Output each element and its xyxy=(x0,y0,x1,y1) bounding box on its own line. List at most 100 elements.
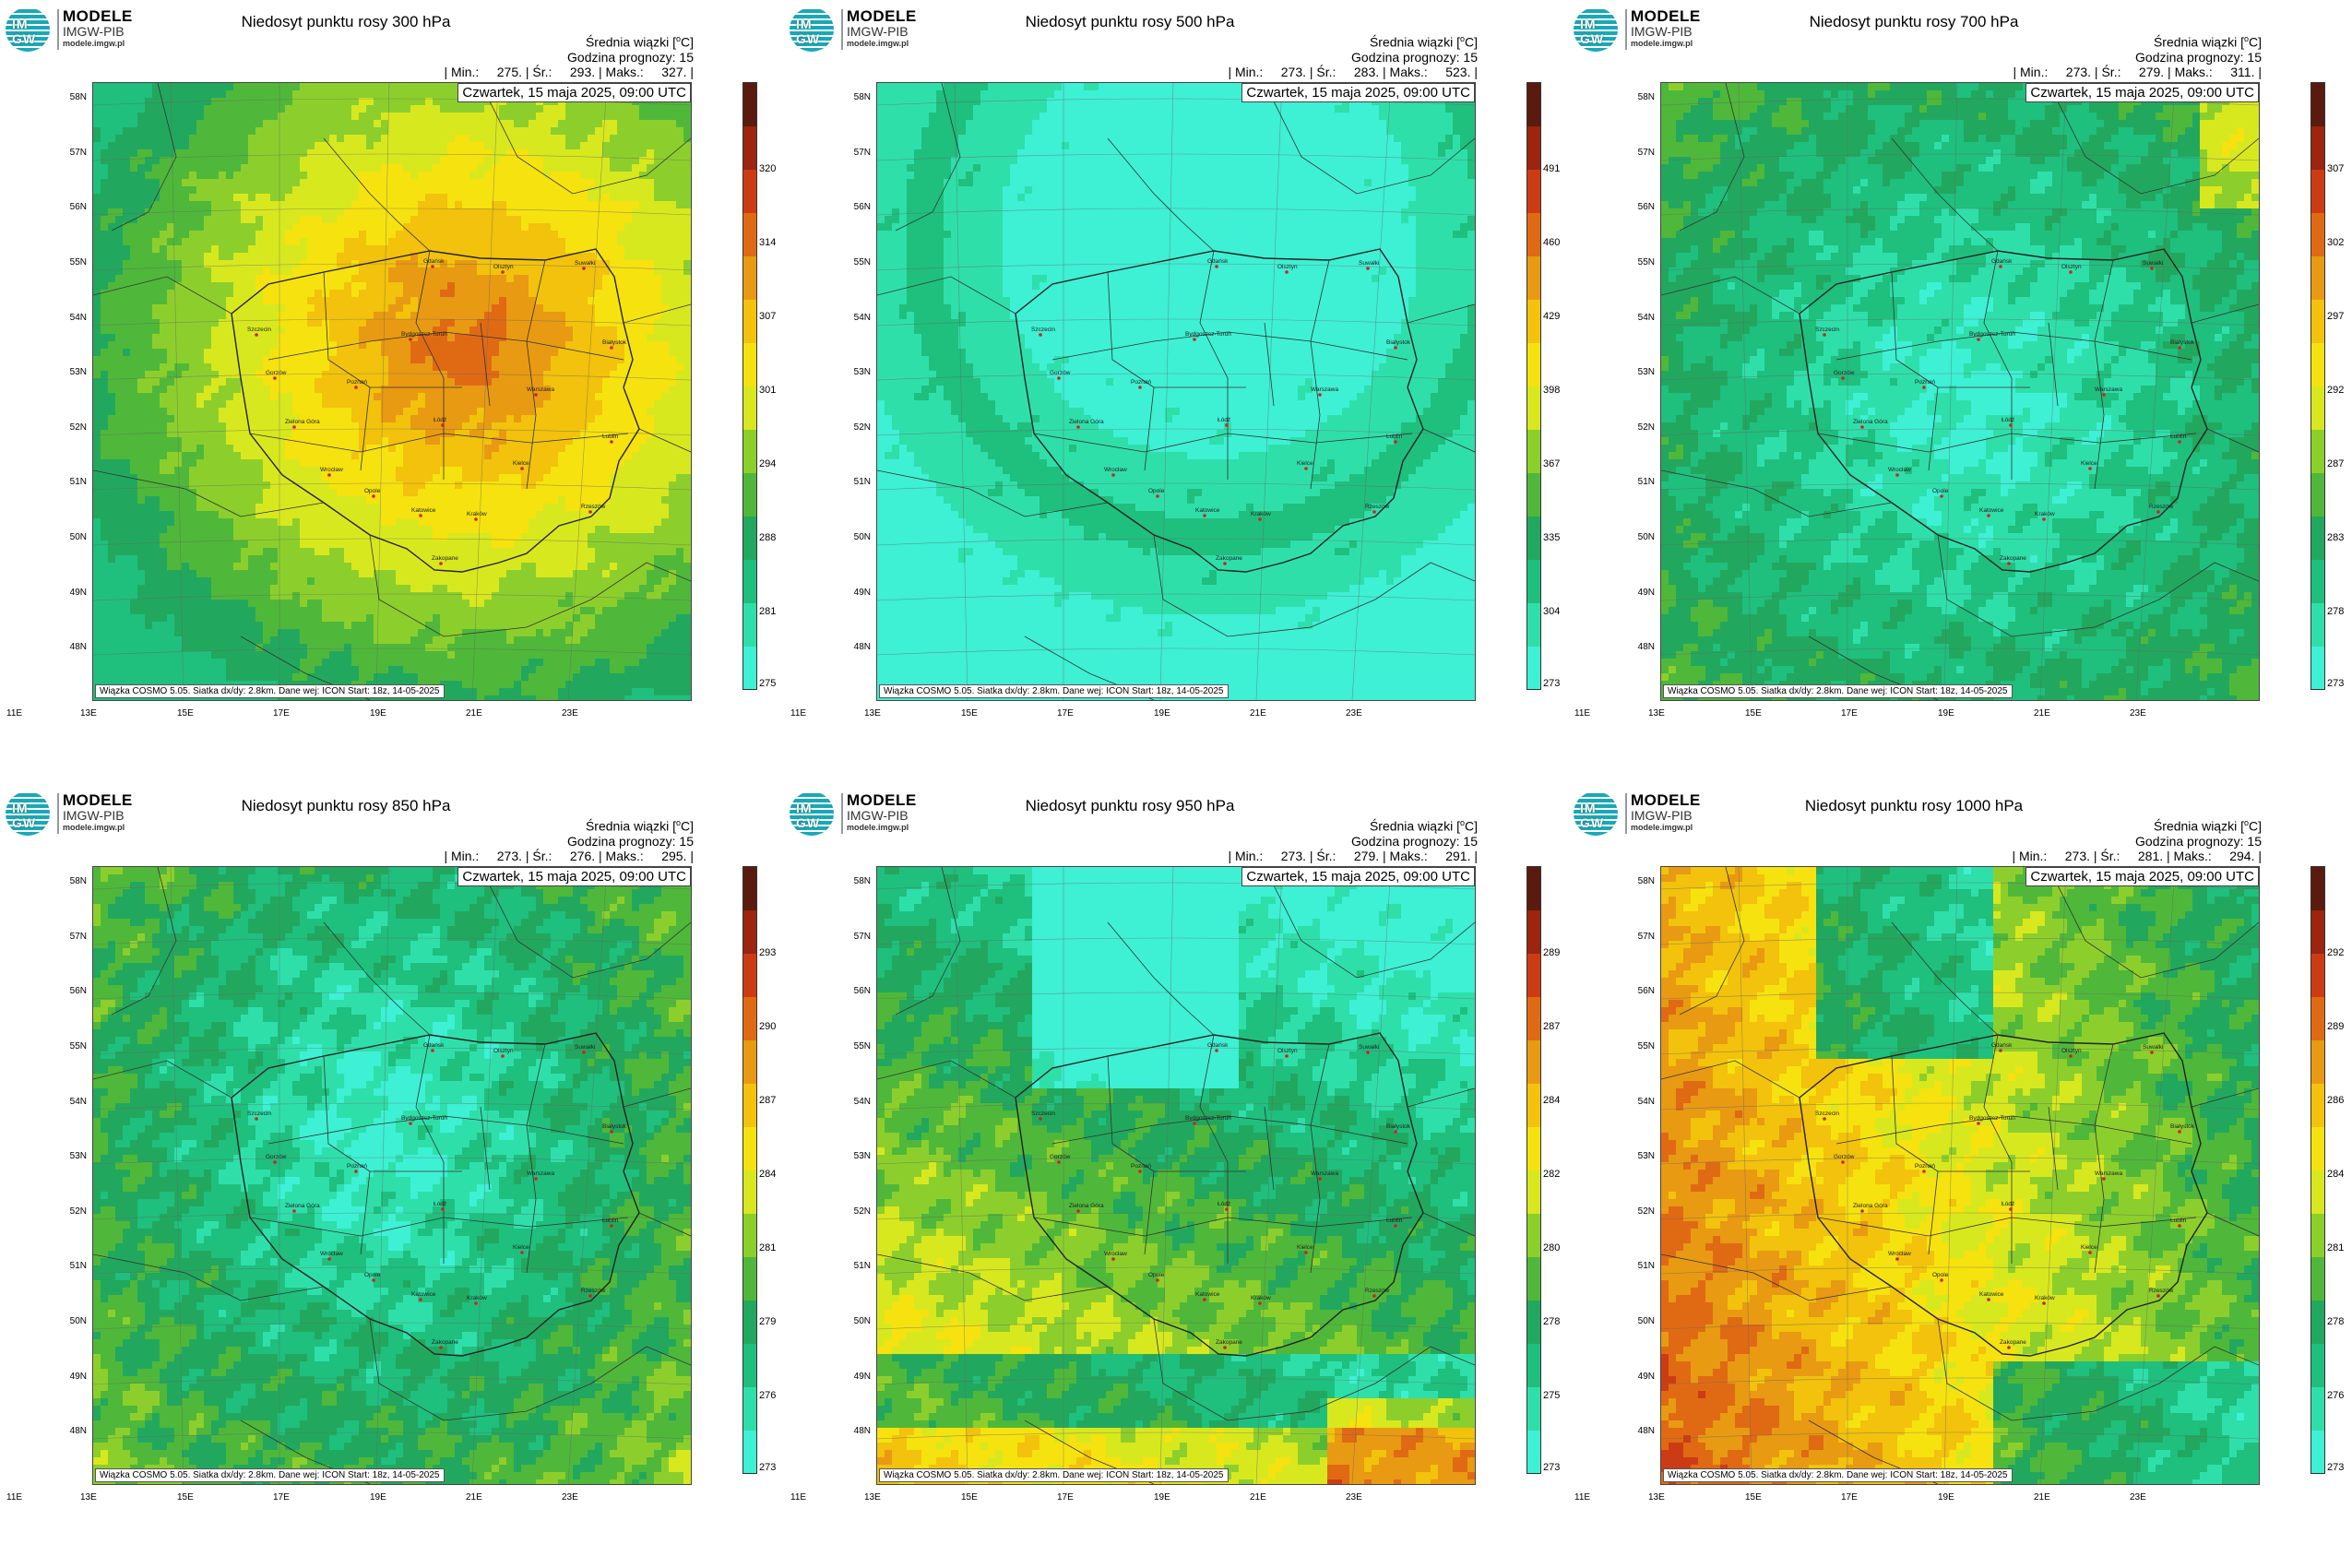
city-label: Szczecin xyxy=(1031,1111,1055,1117)
city-label: Łódź xyxy=(2002,1201,2014,1207)
poland-border xyxy=(231,1032,640,1357)
lat-label: 49N xyxy=(70,1372,87,1382)
forecast-hour: Godzina prognozy: 15 xyxy=(444,50,694,65)
city-marker xyxy=(419,1298,422,1301)
unit-tail: C] xyxy=(1465,819,1478,834)
city-marker xyxy=(582,267,586,270)
lat-label: 52N xyxy=(70,1206,87,1217)
city-marker xyxy=(1076,425,1080,429)
unit-degree: o xyxy=(2244,818,2249,827)
city-label: Zakopane xyxy=(1216,1339,1242,1346)
city-marker xyxy=(474,1301,478,1305)
city-marker xyxy=(2069,1054,2073,1058)
colorbar-tick: 292 xyxy=(2327,385,2344,396)
city-marker xyxy=(2178,440,2181,444)
colorbar-tick: 278 xyxy=(2327,1316,2344,1327)
colorbar-segment xyxy=(1527,125,1540,171)
stats-line: | Min.: 273. | Śr.: 279. | Maks.: 311. | xyxy=(2013,65,2262,79)
lon-label: 13E xyxy=(80,1492,97,1503)
city-label: Łódź xyxy=(434,1201,446,1207)
colorbar-segment xyxy=(2311,559,2324,603)
colorbar-segment xyxy=(2311,953,2324,998)
map-area: Gdańsk Olsztyn Suwałki Szczecin Bydgoszcz-To… xyxy=(92,82,692,701)
lon-label: 23E xyxy=(2130,708,2146,719)
colorbar-segment xyxy=(743,429,756,473)
city-label: Lublin xyxy=(2170,1218,2187,1224)
lat-label: 52N xyxy=(854,422,871,433)
stats-line: | Min.: 273. | Śr.: 279. | Maks.: 291. | xyxy=(1228,849,1478,863)
map-panel: IM GW MODELE IMGW-PIB modele.imgw.pl Nie… xyxy=(1568,0,2352,784)
logo-org: IMGW-PIB xyxy=(847,24,909,39)
city-label: Poznań xyxy=(1131,1163,1151,1170)
colorbar xyxy=(2310,82,2325,690)
lat-label: 57N xyxy=(854,148,871,158)
city-label: Opole xyxy=(1932,1272,1949,1278)
colorbar-tick: 460 xyxy=(1543,237,1560,248)
lon-label: 23E xyxy=(562,1492,578,1503)
city-label: Olsztyn xyxy=(2061,1048,2082,1054)
model-credit: Wiązka COSMO 5.05. Siatka dx/dy: 2.8km. … xyxy=(95,1468,445,1482)
city-marker xyxy=(588,1294,592,1298)
map-panel: IM GW MODELE IMGW-PIB modele.imgw.pl Nie… xyxy=(1568,784,2352,1568)
lon-label: 21E xyxy=(2034,1492,2050,1503)
city-label: Bydgoszcz-Toruń xyxy=(1185,1115,1231,1122)
city-label: Zakopane xyxy=(2000,555,2026,562)
subtitle: Średnia wiązki [ xyxy=(1370,819,1460,834)
map-area: Gdańsk Olsztyn Suwałki Szczecin Bydgoszcz-To… xyxy=(1660,82,2260,701)
city-marker xyxy=(1860,1209,1864,1213)
colorbar-segment xyxy=(2311,516,2324,560)
colorbar-segment xyxy=(1527,1170,1540,1214)
logo-url: modele.imgw.pl xyxy=(847,39,909,48)
logo-org: IMGW-PIB xyxy=(1631,808,1693,823)
lon-label: 19E xyxy=(1938,1492,1954,1503)
colorbar-tick: 278 xyxy=(2327,606,2344,617)
imgw-logo: IM GW MODELE IMGW-PIB modele.imgw.pl xyxy=(6,790,162,836)
city-label: Białystok xyxy=(1386,1123,1411,1130)
lon-label: 13E xyxy=(864,708,881,719)
city-marker xyxy=(501,1054,505,1058)
imgw-logo: IM GW MODELE IMGW-PIB modele.imgw.pl xyxy=(1574,6,1730,52)
lon-label: 23E xyxy=(2130,1492,2146,1503)
colorbar-tick: 398 xyxy=(1543,385,1560,396)
colorbar-segment xyxy=(743,867,756,911)
city-marker xyxy=(1225,423,1229,427)
forecast-hour: Godzina prognozy: 15 xyxy=(1228,834,1478,849)
lat-label: 51N xyxy=(854,1261,871,1271)
city-marker xyxy=(1203,1298,1206,1301)
city-label: Bydgoszcz-Toruń xyxy=(1185,331,1231,338)
colorbar-segment xyxy=(743,602,756,647)
unit-tail: C] xyxy=(681,819,694,834)
lat-label: 54N xyxy=(70,1097,87,1107)
city-label: Zakopane xyxy=(432,1339,458,1346)
colorbar-tick: 278 xyxy=(1543,1316,1560,1327)
city-label: Zielona Góra xyxy=(1069,419,1104,425)
city-label: Zielona Góra xyxy=(285,419,320,425)
colorbar-segment xyxy=(2311,472,2324,517)
city-marker xyxy=(588,510,592,514)
colorbar-segment xyxy=(2311,909,2324,955)
city-label: Zielona Góra xyxy=(1853,419,1888,425)
lat-label: 49N xyxy=(70,588,87,598)
city-marker xyxy=(2009,1207,2013,1211)
city-marker xyxy=(1138,386,1142,389)
city-label: Kielce xyxy=(1297,460,1313,467)
city-marker xyxy=(1895,473,1899,477)
lat-label: 53N xyxy=(854,1151,871,1161)
colorbar-tick: 290 xyxy=(759,1021,776,1032)
lat-label: 52N xyxy=(1638,422,1655,433)
colorbar-segment xyxy=(2311,646,2324,690)
city-label: Suwałki xyxy=(2143,1044,2163,1051)
colorbar-segment xyxy=(2311,1256,2324,1301)
city-marker xyxy=(2007,1346,2011,1349)
city-marker xyxy=(1203,514,1206,517)
city-label: Kielce xyxy=(513,1244,529,1251)
lat-label: 57N xyxy=(1638,148,1655,158)
imgw-logo-icon: IM GW xyxy=(790,7,834,52)
city-marker xyxy=(2178,1224,2181,1228)
colorbar-segment xyxy=(743,909,756,955)
panel-info: Średnia wiązki [oC] Godzina prognozy: 15… xyxy=(2013,31,2262,79)
colorbar-segment xyxy=(2311,1126,2324,1170)
colorbar-segment xyxy=(743,953,756,998)
city-label: Gorzów xyxy=(1834,1154,1855,1160)
city-marker xyxy=(1366,267,1370,270)
